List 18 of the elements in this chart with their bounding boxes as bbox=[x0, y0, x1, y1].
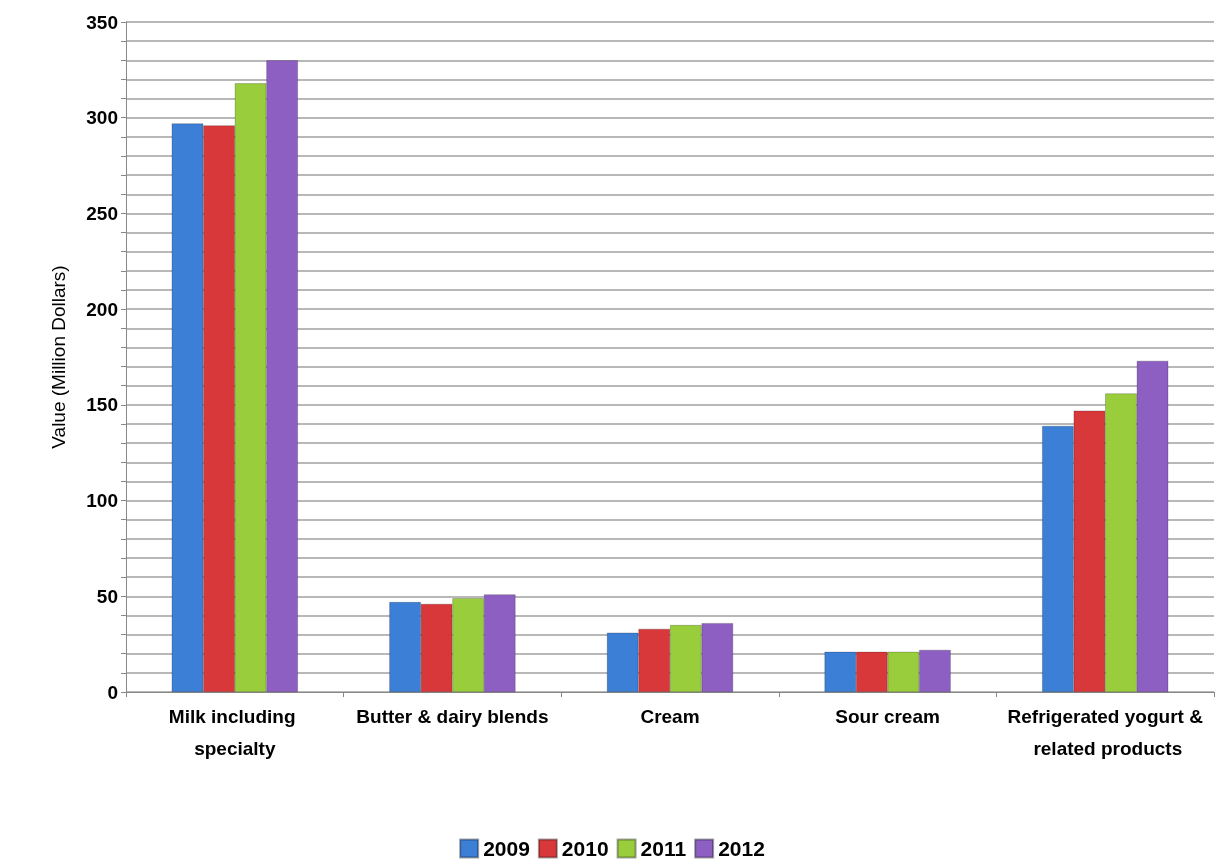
y-tick-label: 100 bbox=[86, 490, 118, 512]
x-tick-label: Sour cream bbox=[835, 705, 940, 727]
legend-label: 2009 bbox=[483, 837, 530, 860]
y-tick-label: 50 bbox=[96, 585, 118, 607]
x-tick-label: Cream bbox=[640, 705, 700, 727]
y-tick-label: 0 bbox=[107, 681, 118, 703]
legend-label: 2012 bbox=[718, 837, 765, 860]
x-tick-label: Butter & dairy blends bbox=[356, 705, 549, 727]
y-tick-label: 200 bbox=[86, 298, 118, 320]
y-tick-label: 300 bbox=[86, 107, 118, 129]
x-tick-label: Refrigerated yogurt & related products bbox=[1007, 705, 1204, 759]
legend-label: 2010 bbox=[561, 837, 609, 860]
y-tick-label: 250 bbox=[86, 202, 118, 224]
x-tick-label: Milk including specialty bbox=[168, 705, 301, 759]
y-tick-label: 150 bbox=[86, 394, 118, 416]
legend-label: 2011 bbox=[640, 837, 687, 860]
y-axis-title: Value (Million Dollars) bbox=[48, 265, 69, 449]
y-tick-label: 350 bbox=[86, 11, 118, 33]
